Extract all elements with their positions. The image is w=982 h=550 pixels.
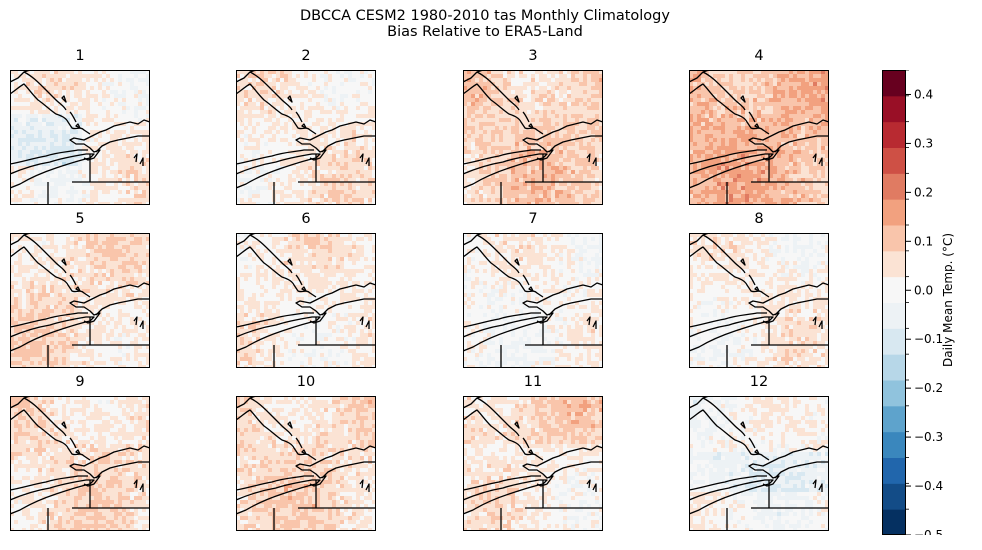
colorbar-segment — [882, 276, 906, 303]
coastlines — [463, 70, 603, 205]
colorbar-label: Daily Mean Temp. (°C) — [941, 232, 955, 368]
panel-frame — [463, 396, 603, 531]
panel-frame — [689, 233, 829, 368]
panel-title: 10 — [296, 374, 316, 390]
map-panel-plot — [236, 233, 376, 368]
map-panel-10: 10 — [236, 374, 376, 531]
panel-title: 7 — [528, 211, 538, 227]
colorbar-segment — [882, 121, 906, 148]
colorbar-segment — [882, 199, 906, 226]
panel-title: 3 — [528, 48, 538, 64]
map-panel-2: 2 — [236, 48, 376, 205]
colorbar-tick-label: 0.1 — [914, 234, 933, 248]
figure-title: DBCCA CESM2 1980-2010 tas Monthly Climat… — [0, 8, 970, 40]
map-panel-6: 6 — [236, 211, 376, 368]
panel-title: 12 — [749, 374, 769, 390]
coastlines — [10, 70, 150, 205]
colorbar-segment — [882, 457, 906, 484]
colorbar-segment — [882, 95, 906, 123]
panel-frame — [463, 70, 603, 205]
panel-frame — [236, 396, 376, 531]
map-panel-plot — [10, 233, 150, 368]
map-panel-4: 4 — [689, 48, 829, 205]
colorbar-segments — [882, 70, 906, 535]
colorbar-tick-label: −0.5 — [914, 528, 943, 535]
colorbar-tick-label: −0.3 — [914, 430, 943, 444]
bias-field — [10, 70, 150, 205]
panel-frame — [10, 233, 150, 368]
map-panel-5: 5 — [10, 211, 150, 368]
colorbar-segment — [882, 328, 906, 355]
map-panel-plot — [236, 396, 376, 531]
panel-frame — [236, 233, 376, 368]
colorbar-tick-label: 0.4 — [914, 87, 933, 101]
map-panel-plot — [236, 70, 376, 205]
map-panel-3: 3 — [463, 48, 603, 205]
colorbar-segment — [882, 173, 906, 200]
panel-title: 2 — [301, 48, 311, 64]
panel-title: 6 — [301, 211, 311, 227]
bias-field — [10, 233, 150, 368]
panel-frame — [689, 70, 829, 205]
bias-field — [236, 396, 376, 531]
panel-title: 11 — [523, 374, 543, 390]
coastlines — [689, 233, 829, 368]
panel-frame — [10, 70, 150, 205]
colorbar-segment — [882, 147, 906, 174]
map-panel-1: 1 — [10, 48, 150, 205]
panel-title: 1 — [75, 48, 85, 64]
panel-frame — [236, 70, 376, 205]
coastlines — [689, 70, 829, 205]
colorbar-tick-label: 0.3 — [914, 136, 933, 150]
coastlines — [689, 396, 829, 531]
map-panel-12: 12 — [689, 374, 829, 531]
map-panel-9: 9 — [10, 374, 150, 531]
colorbar-segment — [882, 405, 906, 433]
panel-title: 9 — [75, 374, 85, 390]
panel-frame — [689, 396, 829, 531]
coastlines — [10, 233, 150, 368]
colorbar-tick-label: −0.4 — [914, 479, 943, 493]
colorbar-segment — [882, 225, 906, 252]
map-panel-8: 8 — [689, 211, 829, 368]
colorbar-segment — [882, 70, 906, 97]
map-panel-plot — [10, 70, 150, 205]
map-panel-plot — [689, 396, 829, 531]
coastlines — [236, 396, 376, 531]
colorbar-segment — [882, 354, 906, 381]
colorbar-segment — [882, 431, 906, 458]
colorbar-segment — [882, 302, 906, 329]
colorbar-segment — [882, 250, 906, 278]
panel-frame — [10, 396, 150, 531]
figure-title-line1: DBCCA CESM2 1980-2010 tas Monthly Climat… — [300, 8, 670, 24]
bias-field — [236, 233, 376, 368]
colorbar-tick-label: 0.0 — [914, 283, 933, 297]
panel-title: 5 — [75, 211, 85, 227]
map-panel-11: 11 — [463, 374, 603, 531]
panel-title: 8 — [754, 211, 764, 227]
colorbar-tick-label: −0.2 — [914, 381, 943, 395]
colorbar-segment — [882, 509, 906, 535]
bias-field — [463, 396, 603, 531]
figure-title-line2: Bias Relative to ERA5-Land — [387, 24, 583, 40]
coastlines — [463, 233, 603, 368]
colorbar-segment — [882, 380, 906, 407]
panel-title: 4 — [754, 48, 764, 64]
colorbar-segment — [882, 483, 906, 510]
map-panel-plot — [463, 233, 603, 368]
colorbar-tick-label: 0.2 — [914, 185, 933, 199]
map-panel-7: 7 — [463, 211, 603, 368]
coastlines — [236, 70, 376, 205]
panel-frame — [463, 233, 603, 368]
colorbar-tick-label: −0.1 — [914, 332, 943, 346]
map-panel-plot — [689, 70, 829, 205]
bias-field — [10, 396, 150, 531]
map-panel-plot — [10, 396, 150, 531]
map-panel-plot — [463, 396, 603, 531]
colorbar: 0.4 0.3 0.2 0.1 0.0 −0.1 −0.2 −0.3 −0.4 −0.5 — [882, 70, 943, 535]
bias-field — [689, 396, 829, 531]
map-panel-plot — [463, 70, 603, 205]
map-panel-plot — [689, 233, 829, 368]
